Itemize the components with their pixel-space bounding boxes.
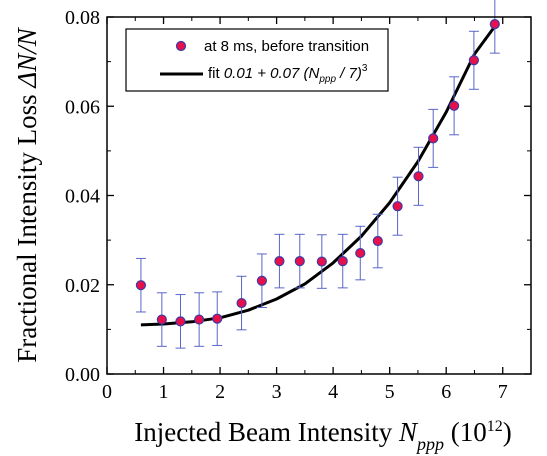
legend-fit-subscript: ppp	[318, 74, 336, 85]
legend-label-fit: fit 0.01 + 0.07 (Nppp / 7)3	[208, 63, 368, 85]
data-point	[372, 235, 383, 247]
x-tick-label: 4	[328, 381, 338, 403]
x-tick-label: 7	[498, 381, 508, 403]
x-axis-label-main: Injected Beam Intensity	[134, 417, 399, 447]
data-point	[413, 171, 424, 182]
data-point	[175, 316, 186, 327]
y-axis-label-var: ΔN/N	[12, 26, 42, 88]
data-point-group	[372, 213, 383, 269]
data-point-group	[194, 292, 205, 347]
data-point	[236, 297, 247, 309]
data-point	[489, 19, 500, 30]
data-point	[468, 55, 480, 66]
data-point	[256, 275, 268, 286]
x-axis-label: Injected Beam Intensity Nppp (1012)	[134, 417, 511, 454]
data-point-group	[156, 292, 167, 347]
y-axis-label: Fractional Intensity Loss ΔN/N	[12, 26, 42, 363]
y-tick-label: 0.08	[65, 7, 100, 29]
legend-label-points: at 8 ms, before transition	[204, 38, 369, 55]
legend: at 8 ms, before transition fit 0.01 + 0.0…	[125, 28, 389, 92]
y-tick-label: 0.06	[65, 96, 100, 118]
data-point	[355, 247, 366, 259]
data-point-group	[294, 233, 305, 289]
data-point-group	[175, 294, 186, 349]
x-tick-label: 2	[215, 381, 225, 403]
data-point	[428, 133, 439, 144]
data-point-group	[413, 146, 424, 206]
data-point-group	[256, 253, 268, 309]
x-tick-label: 5	[385, 381, 395, 403]
data-point	[135, 280, 147, 291]
x-tick-label: 6	[441, 381, 451, 403]
x-axis-label-sub: ppp	[415, 434, 444, 454]
data-point-group	[489, 0, 500, 54]
axis-titles: Injected Beam Intensity Nppp (1012)Fract…	[12, 26, 512, 454]
data-point	[337, 255, 348, 267]
y-tick-label: 0.00	[65, 364, 100, 386]
x-tick-label: 0	[102, 381, 112, 403]
data-point-group	[449, 76, 460, 136]
legend-fit-formula-tail: / 7)	[336, 65, 362, 82]
x-axis-label-unit-sup: 12	[487, 418, 503, 435]
legend-box	[125, 28, 389, 92]
data-point-group	[392, 176, 403, 236]
legend-fit-prefix: fit	[208, 65, 224, 82]
data-point-group	[236, 275, 247, 331]
data-point-group	[316, 234, 327, 289]
x-axis-label-unit: (10	[444, 417, 487, 447]
legend-fit-superscript: 3	[362, 63, 368, 74]
data-point	[294, 255, 305, 267]
x-axis-label-var: N	[398, 417, 419, 447]
legend-marker	[175, 40, 187, 52]
data-point	[392, 201, 403, 212]
axis-layer: 0 1 2 3 4 5 6 7 0.00 0.02 0.04 0.06 0.08	[65, 7, 532, 403]
x-axis-label-unit-close: )	[503, 417, 512, 447]
y-axis-label-main: Fractional Intensity Loss	[12, 88, 42, 363]
data-point	[316, 256, 327, 267]
data-point-group	[337, 233, 348, 289]
data-point-group	[135, 257, 147, 313]
legend-fit-formula: 0.01 + 0.07 (N	[224, 65, 320, 82]
data-point-group	[274, 233, 285, 289]
data-point	[194, 314, 205, 325]
data-point-group	[468, 30, 480, 90]
data-point-group	[428, 108, 439, 168]
x-tick-label: 3	[272, 381, 282, 403]
data-point	[212, 313, 223, 324]
x-tick-label: 1	[159, 381, 169, 403]
data-point	[449, 100, 460, 111]
y-tick-label: 0.04	[65, 186, 100, 208]
y-tick-label: 0.02	[65, 275, 100, 297]
data-point	[156, 314, 167, 325]
data-point	[274, 255, 285, 267]
plot-layer	[135, 0, 500, 349]
data-point-group	[212, 291, 223, 346]
data-point-group	[355, 225, 366, 281]
